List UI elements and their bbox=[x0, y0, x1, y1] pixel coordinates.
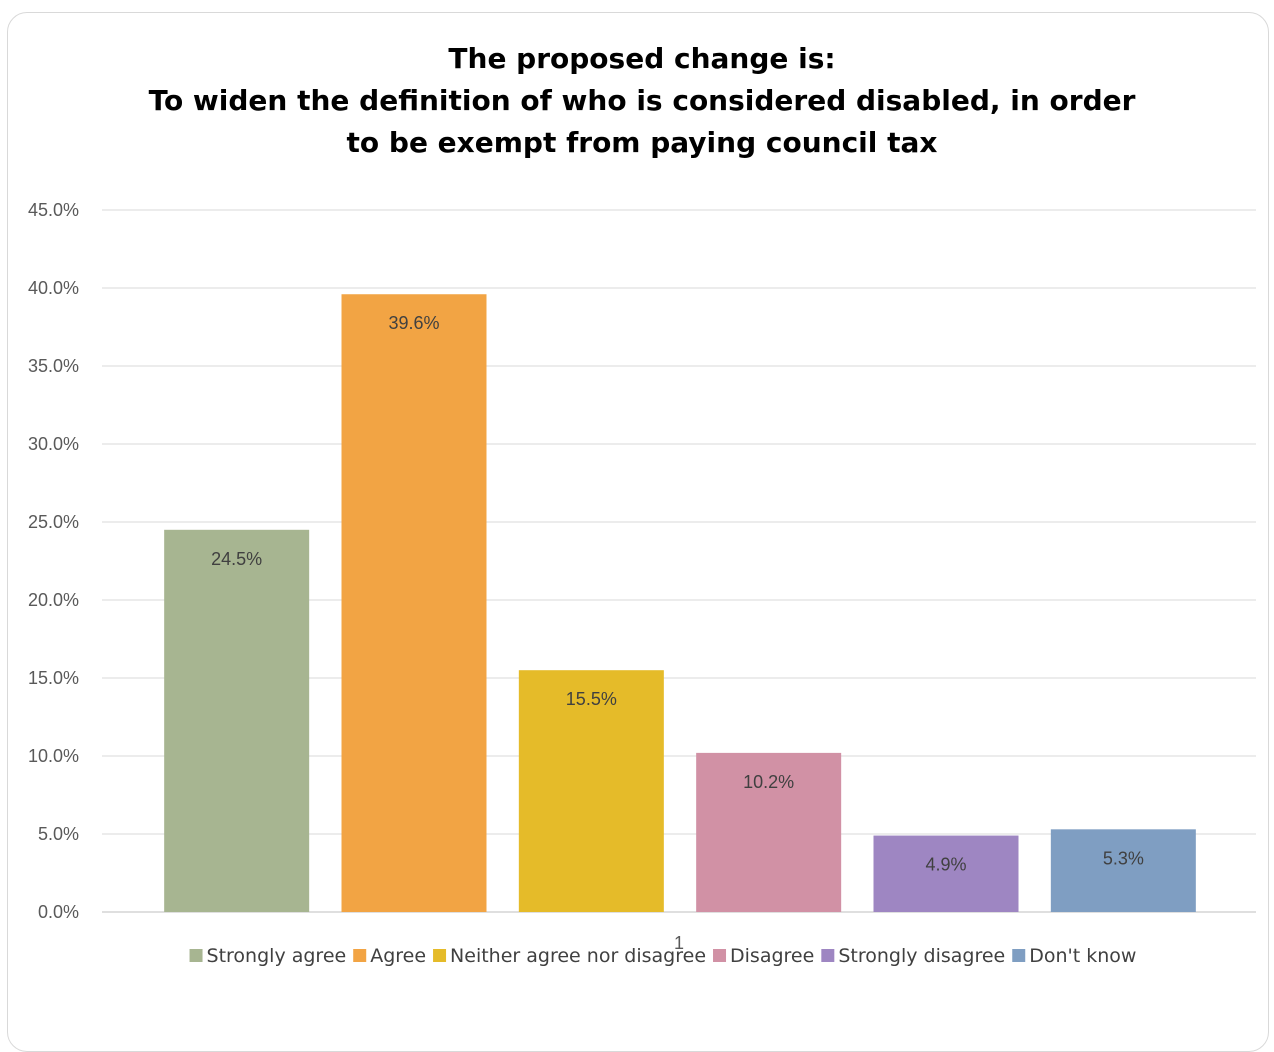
legend-label: Disagree bbox=[730, 945, 814, 967]
bar-agree bbox=[341, 294, 487, 912]
x-axis: 1 bbox=[674, 933, 684, 953]
legend-label: Agree bbox=[370, 945, 426, 967]
legend-item: Strongly disagree bbox=[821, 945, 1005, 967]
legend-label: Don't know bbox=[1029, 945, 1136, 967]
bars bbox=[164, 294, 1196, 912]
data-label: 4.9% bbox=[925, 855, 966, 875]
data-label: 10.2% bbox=[743, 772, 794, 792]
bar-strongly-disagree bbox=[873, 835, 1019, 912]
bar-neither-agree-nor-disagree bbox=[518, 670, 664, 912]
legend-swatch bbox=[821, 949, 835, 962]
legend-swatch bbox=[353, 949, 367, 962]
legend-swatch bbox=[713, 949, 727, 962]
legend-item: Neither agree nor disagree bbox=[433, 945, 706, 967]
legend-item: Don't know bbox=[1012, 945, 1136, 967]
data-labels: 24.5% 39.6% 15.5% 10.2% 4.9% 5.3% bbox=[211, 313, 1144, 874]
y-tick-label: 40.0% bbox=[28, 278, 79, 298]
bar-strongly-agree bbox=[164, 529, 310, 912]
x-tick-label: 1 bbox=[674, 933, 684, 953]
legend-label: Strongly disagree bbox=[838, 945, 1005, 967]
legend-swatch bbox=[433, 949, 447, 962]
y-tick-label: 20.0% bbox=[28, 590, 79, 610]
y-tick-label: 35.0% bbox=[28, 356, 79, 376]
y-tick-label: 30.0% bbox=[28, 434, 79, 454]
chart-title-line-1: The proposed change is: bbox=[448, 42, 836, 75]
data-label: 5.3% bbox=[1103, 848, 1144, 868]
chart-title: The proposed change is: To widen the def… bbox=[0, 38, 1274, 164]
bar-don-t-know bbox=[1050, 829, 1196, 912]
chart-title-line-2: To widen the definition of who is consid… bbox=[148, 84, 1136, 117]
data-label: 39.6% bbox=[388, 313, 439, 333]
legend: Strongly agree Agree Neither agree nor dis… bbox=[189, 945, 1136, 967]
legend-label: Neither agree nor disagree bbox=[450, 945, 706, 967]
bar-disagree bbox=[696, 752, 842, 912]
y-tick-label: 10.0% bbox=[28, 746, 79, 766]
chart-title-line-3: to be exempt from paying council tax bbox=[346, 126, 938, 159]
y-tick-label: 15.0% bbox=[28, 668, 79, 688]
legend-item: Strongly agree bbox=[189, 945, 347, 967]
y-tick-label: 5.0% bbox=[38, 824, 79, 844]
y-axis: 0.0% 5.0% 10.0% 15.0% 20.0% 25.0% 30.0% 35.0% 40… bbox=[28, 200, 79, 922]
y-tick-label: 45.0% bbox=[28, 200, 79, 220]
legend-label: Strongly agree bbox=[207, 945, 347, 967]
y-tick-label: 25.0% bbox=[28, 512, 79, 532]
legend-swatch bbox=[1012, 949, 1026, 962]
y-tick-label: 0.0% bbox=[38, 902, 79, 922]
legend-item: Agree bbox=[353, 945, 426, 967]
data-label: 24.5% bbox=[211, 549, 262, 569]
legend-swatch bbox=[189, 949, 203, 962]
legend-item: Disagree bbox=[713, 945, 814, 967]
data-label: 15.5% bbox=[566, 689, 617, 709]
